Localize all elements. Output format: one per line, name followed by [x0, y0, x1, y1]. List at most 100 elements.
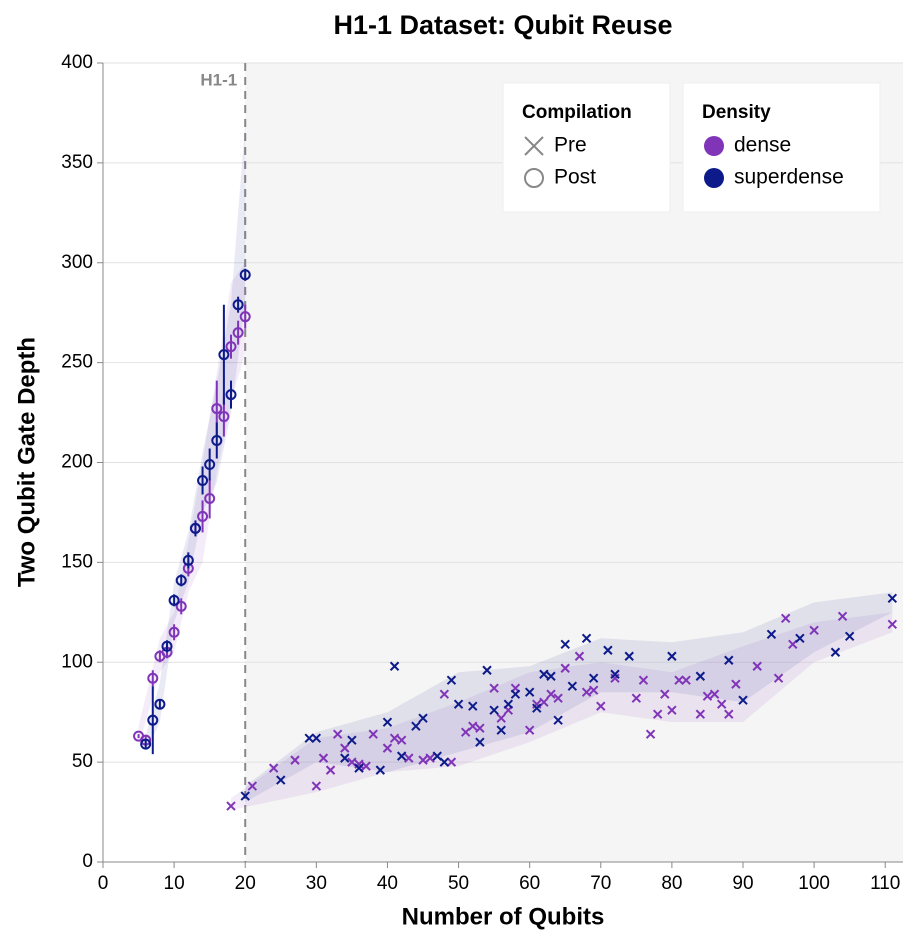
point	[603, 645, 613, 655]
point	[347, 735, 357, 745]
point	[475, 737, 485, 747]
point	[332, 729, 343, 739]
point	[225, 389, 237, 401]
point	[232, 327, 244, 339]
point	[560, 639, 570, 649]
point	[396, 735, 407, 745]
point	[168, 626, 180, 638]
x-tick-label: 0	[98, 873, 109, 894]
x-tick-label: 20	[235, 873, 256, 894]
point	[695, 709, 706, 719]
point	[702, 691, 713, 701]
point	[446, 675, 457, 685]
point	[795, 633, 805, 643]
point	[674, 675, 684, 685]
point	[681, 675, 691, 685]
point	[588, 685, 599, 695]
point	[425, 753, 435, 763]
point	[695, 671, 706, 681]
point	[147, 714, 159, 726]
point	[837, 611, 848, 622]
x-tick-label: 80	[661, 873, 682, 894]
point	[773, 673, 784, 683]
point	[161, 640, 173, 652]
y-tick-label: 400	[61, 52, 93, 73]
point	[368, 729, 378, 739]
point	[311, 781, 322, 791]
point	[439, 757, 450, 767]
point	[638, 675, 649, 685]
x-tick-label: 100	[798, 873, 830, 894]
point	[204, 458, 216, 470]
point	[340, 753, 350, 763]
point	[168, 594, 180, 606]
point	[489, 683, 499, 693]
legend-title: Density	[702, 102, 771, 123]
point	[247, 781, 258, 791]
legend-box	[502, 82, 671, 213]
point	[396, 751, 407, 761]
y-tick-label: 100	[61, 651, 93, 672]
point	[588, 673, 599, 683]
point	[546, 689, 556, 699]
point	[596, 701, 606, 711]
point	[226, 801, 236, 811]
point	[581, 633, 592, 643]
point	[382, 743, 393, 753]
point	[780, 613, 791, 624]
point	[225, 341, 237, 353]
point	[652, 709, 663, 719]
chart-title: H1-1 Dataset: Qubit Reuse	[333, 10, 672, 40]
point	[716, 699, 727, 709]
point	[524, 725, 535, 735]
point	[154, 698, 166, 710]
point	[404, 753, 414, 763]
point	[503, 699, 514, 709]
point	[276, 775, 286, 785]
legend-title: Compilation	[522, 102, 632, 123]
point	[667, 705, 677, 715]
legend-marker	[704, 168, 724, 188]
point	[418, 755, 428, 765]
point	[311, 733, 322, 743]
point	[887, 593, 898, 604]
point	[567, 681, 578, 691]
x-tick-label: 30	[306, 873, 327, 894]
legend-label: superdense	[734, 166, 844, 189]
point	[489, 705, 499, 715]
y-tick-label: 300	[61, 252, 93, 273]
x-tick-label: 110	[870, 873, 900, 894]
point	[468, 721, 478, 731]
point	[446, 757, 457, 767]
point	[631, 693, 642, 703]
point	[318, 753, 329, 763]
x-tick-label: 10	[164, 873, 185, 894]
point	[709, 689, 720, 699]
point	[553, 693, 563, 703]
point	[560, 663, 570, 673]
point	[340, 743, 350, 753]
x-tick-label: 70	[590, 873, 611, 894]
point	[475, 723, 485, 733]
point	[581, 687, 592, 697]
point	[211, 403, 223, 415]
point	[752, 661, 762, 671]
y-tick-label: 350	[61, 152, 93, 173]
point	[553, 715, 563, 725]
point	[453, 699, 464, 709]
point	[218, 349, 230, 361]
point	[411, 721, 421, 731]
confidence-band	[138, 262, 246, 747]
point	[468, 701, 478, 711]
point	[574, 651, 585, 661]
point	[175, 574, 187, 586]
point	[182, 554, 194, 566]
point	[766, 629, 777, 639]
point	[496, 725, 506, 735]
point	[667, 651, 677, 661]
point	[731, 679, 741, 689]
legend-marker	[704, 136, 724, 156]
y-tick-label: 0	[82, 851, 93, 872]
x-axis-label: Number of Qubits	[402, 903, 605, 930]
